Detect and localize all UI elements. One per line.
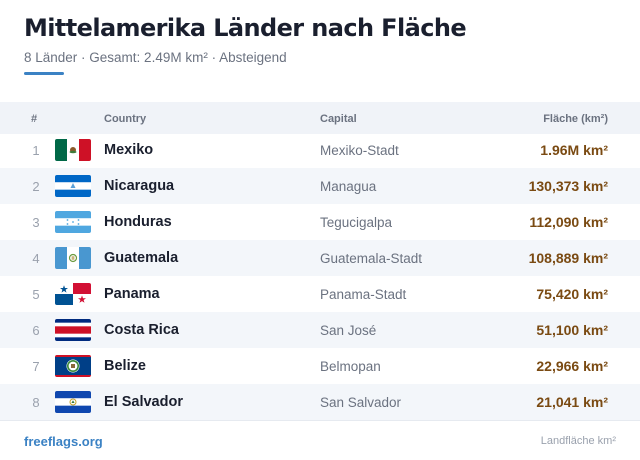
country-name: Panama bbox=[104, 286, 160, 302]
mexico-flag-icon bbox=[55, 139, 91, 161]
capital-name: Tegucigalpa bbox=[320, 215, 393, 230]
country-name: Nicaragua bbox=[104, 178, 175, 194]
country-name: Guatemala bbox=[104, 250, 179, 266]
costa-rica-flag-icon bbox=[55, 319, 91, 341]
row-rank: 2 bbox=[32, 179, 40, 194]
nicaragua-flag-icon bbox=[55, 175, 91, 197]
column-header-country: Country bbox=[104, 113, 147, 125]
area-value: 112,090 km² bbox=[529, 214, 608, 230]
area-value: 51,100 km² bbox=[536, 322, 608, 338]
row-rank: 5 bbox=[32, 287, 40, 302]
row-rank: 1 bbox=[32, 143, 40, 158]
country-name: Mexiko bbox=[104, 142, 154, 158]
capital-name: Managua bbox=[320, 179, 377, 194]
table-row: 2 Nicaragua Managua 130,373 km² bbox=[0, 168, 640, 204]
row-rank: 8 bbox=[32, 395, 40, 410]
capital-name: Guatemala-Stadt bbox=[320, 251, 423, 266]
source-link[interactable]: freeflags.org bbox=[24, 434, 103, 449]
row-rank: 3 bbox=[32, 215, 40, 230]
table-row: 8 El Salvador San Salvador 21,041 km² bbox=[0, 384, 640, 420]
column-header-area: Fläche (km²) bbox=[543, 113, 608, 125]
table-divider bbox=[0, 420, 640, 421]
capital-name: Belmopan bbox=[320, 359, 381, 374]
table-row: 7 Belize Belmopan 22,966 km² bbox=[0, 348, 640, 384]
honduras-flag-icon bbox=[55, 211, 91, 233]
row-rank: 4 bbox=[32, 251, 40, 266]
page-subtitle: 8 Länder · Gesamt: 2.49M km² · Absteigen… bbox=[24, 50, 287, 65]
area-value: 130,373 km² bbox=[528, 178, 608, 194]
capital-name: Panama-Stadt bbox=[320, 287, 407, 302]
column-header-rank: # bbox=[31, 113, 38, 125]
table-row: 6 Costa Rica San José 51,100 km² bbox=[0, 312, 640, 348]
country-table: 1 Mexiko Mexiko-Stadt 1.96M km² 2 Nicara… bbox=[0, 132, 640, 420]
area-value: 75,420 km² bbox=[536, 286, 608, 302]
country-name: Costa Rica bbox=[104, 322, 179, 338]
unit-footnote: Landfläche km² bbox=[540, 435, 616, 447]
area-value: 22,966 km² bbox=[536, 358, 608, 374]
capital-name: Mexiko-Stadt bbox=[320, 143, 399, 158]
table-row: 3 Honduras Tegucigalpa 112,090 km² bbox=[0, 204, 640, 240]
country-name: Belize bbox=[104, 358, 146, 374]
belize-flag-icon bbox=[55, 355, 91, 377]
table-row: 1 Mexiko Mexiko-Stadt 1.96M km² bbox=[0, 132, 640, 168]
row-rank: 7 bbox=[32, 359, 40, 374]
panama-flag-icon bbox=[55, 283, 91, 305]
country-name: El Salvador bbox=[104, 394, 183, 410]
country-name: Honduras bbox=[104, 214, 172, 230]
row-rank: 6 bbox=[32, 323, 40, 338]
table-row: 5 Panama Panama-Stadt 75,420 km² bbox=[0, 276, 640, 312]
page-title: Mittelamerika Länder nach Fläche bbox=[24, 14, 467, 42]
table-row: 4 Guatemala Guatemala-Stadt 108,889 km² bbox=[0, 240, 640, 276]
table-header: # Country Capital Fläche (km²) bbox=[0, 102, 640, 134]
capital-name: San José bbox=[320, 323, 377, 338]
capital-name: San Salvador bbox=[320, 395, 402, 410]
area-value: 1.96M km² bbox=[540, 142, 608, 158]
area-value: 108,889 km² bbox=[528, 250, 608, 266]
column-header-capital: Capital bbox=[320, 113, 357, 125]
area-value: 21,041 km² bbox=[536, 394, 608, 410]
title-accent-bar bbox=[24, 72, 64, 75]
el-salvador-flag-icon bbox=[55, 391, 91, 413]
guatemala-flag-icon bbox=[55, 247, 91, 269]
